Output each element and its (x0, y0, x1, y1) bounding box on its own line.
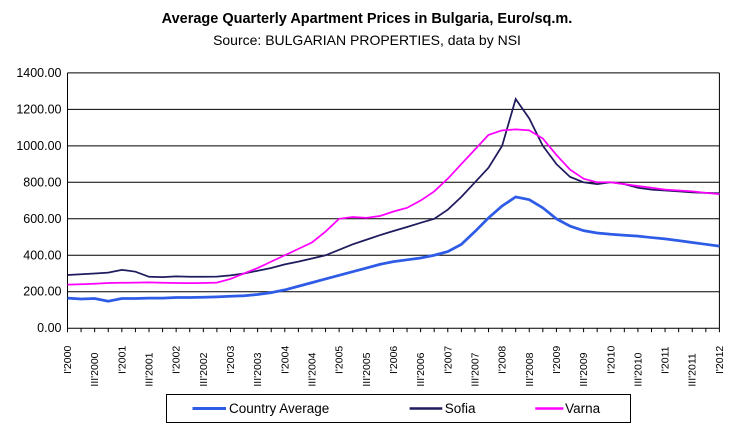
svg-text:I'2007: I'2007 (442, 346, 454, 374)
svg-text:III'2011: III'2011 (687, 353, 699, 386)
svg-text:400.00: 400.00 (23, 248, 61, 262)
svg-text:I'2009: I'2009 (551, 346, 563, 374)
svg-text:I'2000: I'2000 (62, 346, 74, 374)
svg-text:III'2004: III'2004 (306, 352, 318, 386)
svg-text:I'2008: I'2008 (497, 346, 509, 374)
svg-text:I'2005: I'2005 (334, 346, 346, 374)
svg-text:III'2000: III'2000 (89, 352, 101, 386)
svg-text:1400.00: 1400.00 (16, 66, 61, 80)
svg-text:I'2011: I'2011 (660, 346, 672, 374)
svg-text:III'2006: III'2006 (415, 352, 427, 386)
svg-text:III'2002: III'2002 (198, 352, 210, 386)
svg-text:III'2007: III'2007 (469, 352, 481, 386)
svg-text:1000.00: 1000.00 (16, 139, 61, 153)
svg-text:III'2001: III'2001 (143, 352, 155, 386)
svg-text:200.00: 200.00 (23, 285, 61, 299)
svg-text:800.00: 800.00 (23, 175, 61, 189)
svg-text:III'2010: III'2010 (632, 352, 644, 386)
svg-text:I'2010: I'2010 (605, 346, 617, 374)
svg-text:III'2003: III'2003 (252, 352, 264, 386)
svg-text:III'2009: III'2009 (578, 352, 590, 386)
svg-text:I'2003: I'2003 (225, 346, 237, 374)
svg-text:1200.00: 1200.00 (16, 102, 61, 116)
svg-text:I'2012: I'2012 (714, 346, 726, 374)
svg-text:III'2005: III'2005 (361, 352, 373, 386)
svg-text:III'2008: III'2008 (524, 352, 536, 386)
svg-text:I'2004: I'2004 (279, 346, 291, 374)
svg-text:I'2001: I'2001 (116, 346, 128, 374)
svg-text:0.00: 0.00 (37, 321, 61, 335)
svg-text:I'2002: I'2002 (171, 346, 183, 374)
svg-text:I'2006: I'2006 (388, 346, 400, 374)
svg-text:600.00: 600.00 (23, 212, 61, 226)
